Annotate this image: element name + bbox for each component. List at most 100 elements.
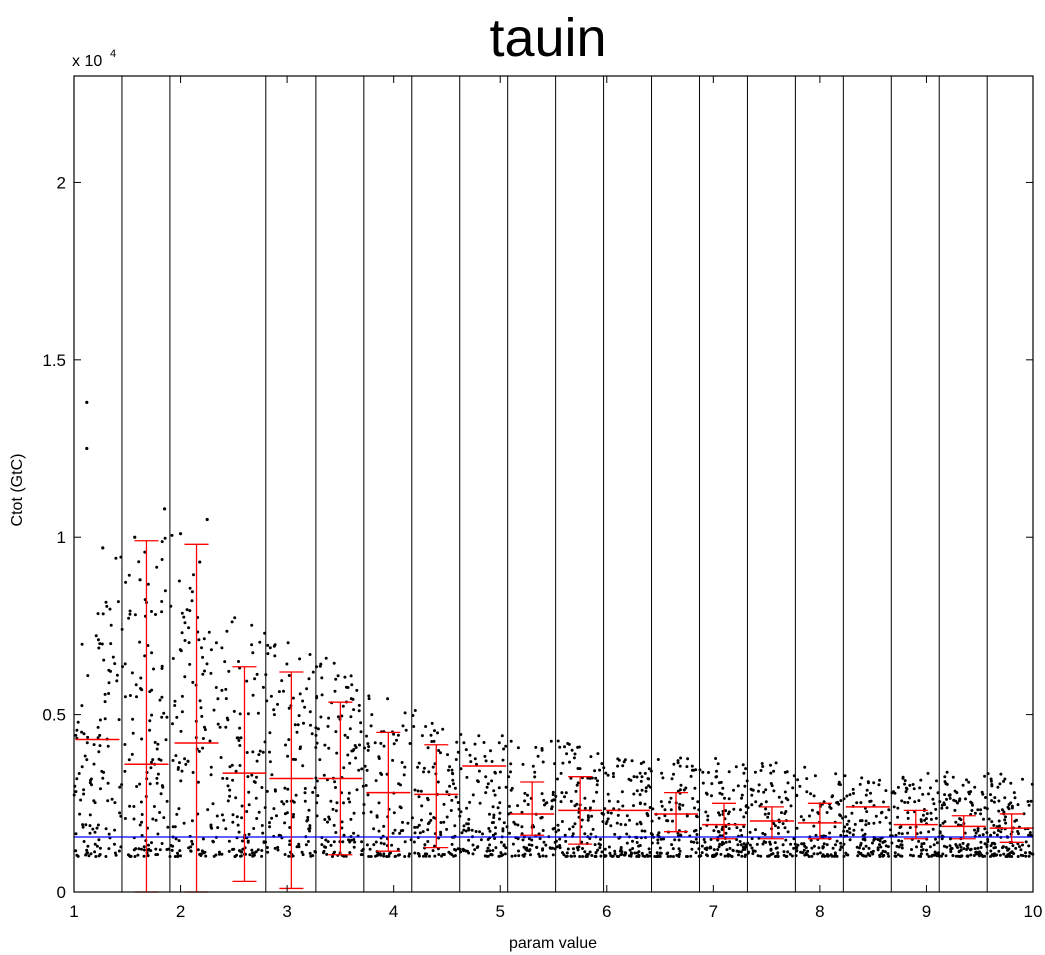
scatter-point (577, 745, 581, 749)
scatter-point (678, 764, 682, 768)
scatter-point (182, 821, 186, 825)
scatter-point (529, 853, 532, 857)
scatter-point (216, 697, 220, 701)
scatter-point (711, 855, 715, 858)
scatter-point (848, 831, 852, 835)
scatter-point (906, 816, 910, 820)
scatter-point (825, 811, 829, 814)
scatter-point (340, 714, 344, 718)
scatter-point (484, 775, 488, 779)
scatter-point (883, 839, 887, 843)
scatter-point (612, 775, 615, 779)
scatter-point (482, 741, 486, 744)
scatter-point (718, 813, 722, 817)
scatter-point (107, 668, 111, 672)
scatter-point (893, 851, 897, 855)
scatter-point (201, 737, 205, 740)
scatter-point (848, 827, 851, 831)
scatter-point (954, 799, 958, 803)
scatter-point (382, 744, 386, 748)
scatter-point (277, 833, 281, 837)
scatter-point (158, 848, 162, 852)
scatter-point (399, 806, 403, 810)
scatter-point (522, 854, 526, 858)
scatter-point (985, 831, 989, 835)
scatter-point (990, 820, 994, 824)
scatter-point (716, 762, 720, 766)
scatter-point (843, 825, 847, 829)
scatter-point (437, 853, 441, 856)
scatter-point (719, 780, 723, 784)
scatter-point (908, 826, 912, 830)
scatter-point (146, 644, 150, 647)
scatter-point (404, 728, 408, 732)
scatter-point (307, 808, 311, 812)
scatter-point (411, 714, 415, 717)
scatter-point (142, 845, 146, 849)
scatter-point (701, 781, 705, 785)
scatter-point (926, 771, 930, 775)
scatter-point (969, 853, 973, 857)
scatter-point (571, 847, 575, 851)
scatter-point (709, 838, 713, 841)
scatter-point (760, 762, 764, 765)
scatter-point (746, 841, 750, 845)
scatter-point (332, 823, 336, 827)
scatter-point (132, 805, 136, 808)
scatter-point (560, 791, 564, 795)
scatter-point (420, 818, 423, 822)
scatter-point (900, 843, 904, 847)
scatter-point (1027, 833, 1031, 837)
scatter-point (140, 737, 144, 741)
scatter-point (177, 807, 181, 811)
scatter-point (981, 855, 985, 858)
scatter-point (763, 833, 767, 836)
scatter-point (301, 853, 305, 857)
scatter-point (913, 800, 917, 804)
scatter-point (426, 746, 430, 750)
scatter-point (86, 844, 90, 848)
scatter-point (483, 854, 487, 858)
scatter-point (1007, 847, 1011, 851)
scatter-point (155, 781, 159, 785)
scatter-point (116, 600, 120, 604)
scatter-point (94, 855, 98, 858)
scatter-point (425, 852, 429, 856)
scatter-point (736, 843, 740, 847)
scatter-point (436, 731, 439, 735)
scatter-point (155, 747, 159, 751)
scatter-point (818, 851, 822, 855)
scatter-point (180, 631, 184, 635)
scatter-point (595, 790, 599, 794)
scatter-point (417, 823, 421, 827)
scatter-point (792, 837, 796, 841)
scatter-point (932, 802, 936, 806)
scatter-point (896, 815, 900, 819)
scatter-point (128, 609, 132, 613)
scatter-point (750, 793, 754, 797)
scatter-point (82, 840, 86, 843)
scatter-point (640, 775, 644, 779)
scatter-point (570, 748, 574, 752)
scatter-point (341, 840, 345, 844)
scatter-point (777, 832, 780, 835)
scatter-point (334, 677, 338, 681)
scatter-point (792, 774, 796, 778)
scatter-point (257, 753, 261, 757)
scatter-point (127, 854, 131, 857)
scatter-point (861, 854, 865, 858)
x-tick-label: 7 (709, 902, 718, 921)
scatter-point (349, 715, 353, 719)
scatter-point (352, 845, 356, 849)
scatter-point (101, 612, 105, 616)
scatter-point (646, 777, 650, 781)
scatter-point (98, 733, 102, 737)
x-tick-label: 6 (602, 902, 611, 921)
scatter-point (106, 781, 110, 785)
scatter-point (623, 758, 627, 762)
scatter-point (82, 788, 86, 792)
scatter-point (550, 807, 554, 811)
scatter-point (866, 852, 870, 856)
scatter-point (175, 715, 179, 719)
scatter-point (197, 749, 201, 753)
